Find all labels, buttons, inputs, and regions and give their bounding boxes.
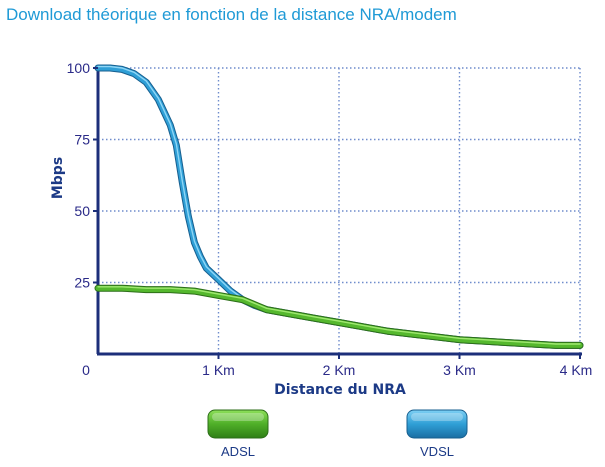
- legend-swatch-adsl: [207, 409, 269, 439]
- series-adsl-line: [95, 285, 583, 348]
- x-axis-title: Distance du NRA: [274, 382, 406, 398]
- legend-label-vdsl: VDSL: [420, 444, 454, 459]
- chart-title: Download théorique en fonction de la dis…: [6, 5, 457, 24]
- x-tick-label-2: 2 Km: [323, 362, 356, 378]
- legend-swatch-vdsl: [406, 409, 468, 439]
- series-adsl-highlight: [97, 286, 581, 345]
- y-tick-label-1: 50: [74, 203, 90, 219]
- series-adsl: [94, 284, 584, 349]
- series-vdsl-outline: [94, 64, 584, 349]
- y-tick-label-2: 75: [74, 132, 90, 148]
- x-tick-label-4: 4 Km: [560, 362, 593, 378]
- series-vdsl-line: [95, 65, 583, 348]
- legend-swatch-shine-vdsl: [411, 413, 463, 421]
- y-tick-label-3: 100: [67, 60, 91, 76]
- x-tick-label-0: 0: [82, 362, 90, 378]
- x-tick-label-3: 3 Km: [443, 362, 476, 378]
- legend-label-adsl: ADSL: [221, 444, 255, 459]
- legend-item-adsl: ADSL: [207, 409, 269, 459]
- legend-item-vdsl: VDSL: [406, 409, 468, 459]
- legend-swatch-shine-adsl: [212, 413, 264, 421]
- y-axis-title: Mbps: [50, 157, 66, 199]
- y-tick-label-0: 25: [74, 275, 90, 291]
- x-tick-label-1: 1 Km: [202, 362, 235, 378]
